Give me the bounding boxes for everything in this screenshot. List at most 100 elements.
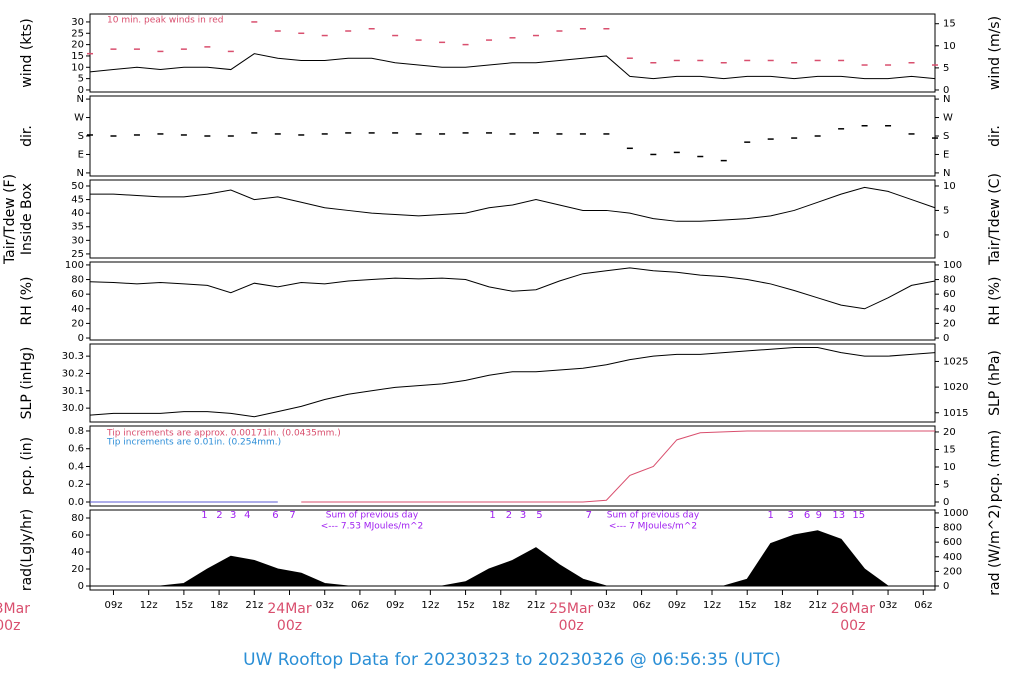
x-tick-label: 12z: [421, 600, 439, 611]
x-tick-label: 09z: [668, 600, 686, 611]
y-tick-label: N: [77, 168, 84, 179]
line: [90, 186, 936, 222]
y-tick-label: 0: [78, 333, 84, 344]
y-axis-label: SLP (inHg): [19, 347, 35, 420]
y2-axis-label: SLP (hPa): [987, 350, 1003, 416]
x-tick-label: 12z: [703, 600, 721, 611]
y-tick-label: 25: [71, 28, 84, 39]
y2-axis-label: dir.: [987, 125, 1003, 147]
hour-mark: 7: [289, 510, 295, 521]
y2-tick-label: 20: [943, 318, 956, 329]
y2-tick-label: 15: [943, 444, 956, 455]
y-axis-label: Inside Box: [19, 183, 35, 255]
y-tick-label: 0.8: [68, 426, 84, 437]
hour-mark: 9: [816, 510, 822, 521]
annotation: Sum of previous day: [326, 511, 419, 521]
date-tick-sublabel: 00z: [559, 618, 584, 634]
y2-tick-label: 0: [943, 230, 949, 241]
hour-mark: 1: [201, 510, 207, 521]
y-tick-label: 100: [65, 260, 84, 271]
y-tick-label: 20: [71, 564, 84, 575]
y-tick-label: 0.2: [68, 479, 84, 490]
y2-tick-label: 0: [943, 497, 949, 508]
x-tick-label: 21z: [809, 600, 827, 611]
hour-mark: 7: [586, 510, 592, 521]
hour-mark: 4: [244, 510, 250, 521]
y-tick-label: W: [74, 113, 84, 124]
x-tick-label: 15z: [738, 600, 756, 611]
y2-tick-label: S: [943, 131, 949, 142]
x-tick-label: 18z: [773, 600, 791, 611]
y-tick-label: 40: [71, 304, 84, 315]
y-tick-label: 30.2: [62, 368, 84, 379]
y-tick-label: 60: [71, 530, 84, 541]
date-tick-label: 23Mar: [0, 601, 30, 617]
x-tick-label: 18z: [492, 600, 510, 611]
y2-axis-label: rad (W/m^2): [987, 504, 1003, 595]
y-axis-label: rad(Lgly/hr): [19, 509, 35, 591]
y2-tick-label: N: [943, 168, 950, 179]
x-tick-label: 15z: [175, 600, 193, 611]
date-tick-sublabel: 00z: [0, 618, 20, 634]
y-tick-label: E: [78, 149, 84, 160]
x-tick-label: 09z: [104, 600, 122, 611]
y-axis-label: RH (%): [19, 277, 35, 326]
y-axis-label: wind (kts): [19, 18, 35, 87]
y2-tick-label: 600: [943, 537, 962, 548]
y-tick-label: 50: [71, 181, 84, 192]
y-tick-label: 0: [78, 85, 84, 96]
y-tick-label: 30.0: [62, 403, 84, 414]
y2-tick-label: 60: [943, 289, 956, 300]
y-tick-label: 25: [71, 249, 84, 260]
y2-tick-label: 5: [943, 63, 949, 74]
y2-tick-label: 800: [943, 523, 962, 534]
y2-tick-label: 10: [943, 181, 956, 192]
y-tick-label: N: [77, 94, 84, 105]
y2-tick-label: 0: [943, 333, 949, 344]
x-tick-label: 18z: [210, 600, 228, 611]
date-tick-label: 26Mar: [831, 601, 875, 617]
y-tick-label: 0.0: [68, 497, 84, 508]
y-tick-label: 80: [71, 275, 84, 286]
y-axis-label: pcp. (in): [19, 437, 35, 495]
y2-tick-label: 200: [943, 566, 962, 577]
x-tick-label: 06z: [633, 600, 651, 611]
panel-frame: [89, 179, 936, 259]
y2-axis-label: Tair/Tdew (C): [987, 173, 1003, 266]
x-tick-label: 03z: [597, 600, 615, 611]
annotation: 10 min. peak winds in red: [107, 16, 224, 26]
hour-mark: 13: [832, 510, 845, 521]
panel-frame: [89, 95, 936, 177]
hour-mark: 1: [768, 510, 774, 521]
y-axis-label: dir.: [19, 125, 35, 147]
x-tick-label: 21z: [245, 600, 263, 611]
x-tick-label: 15z: [457, 600, 475, 611]
date-tick-sublabel: 00z: [840, 618, 865, 634]
x-tick-label: 03z: [879, 600, 897, 611]
annotation: Sum of previous day: [607, 511, 700, 521]
hour-mark: 3: [520, 510, 526, 521]
y-tick-label: 5: [78, 74, 84, 85]
y2-tick-label: W: [943, 113, 953, 124]
y2-tick-label: 1000: [943, 508, 968, 519]
annotation: Tip increments are 0.01in. (0.254mm.): [106, 438, 281, 448]
panel-frame: [89, 13, 936, 93]
y2-tick-label: 100: [943, 260, 962, 271]
line: [89, 346, 936, 418]
y2-tick-label: 40: [943, 304, 956, 315]
y2-tick-label: E: [943, 149, 949, 160]
x-tick-label: 06z: [351, 600, 369, 611]
y2-tick-label: 1025: [943, 356, 968, 367]
hour-mark: 3: [230, 510, 236, 521]
date-tick-label: 24Mar: [267, 601, 311, 617]
y-tick-label: 30: [71, 235, 84, 246]
hour-mark: 6: [272, 510, 278, 521]
x-tick-label: 06z: [914, 600, 932, 611]
y2-tick-label: 20: [943, 427, 956, 438]
hour-mark: 2: [216, 510, 222, 521]
y-tick-label: 10: [71, 62, 84, 73]
y2-axis-label: pcp. (mm): [987, 430, 1003, 503]
date-tick-sublabel: 00z: [277, 618, 302, 634]
hour-mark: 6: [804, 510, 810, 521]
